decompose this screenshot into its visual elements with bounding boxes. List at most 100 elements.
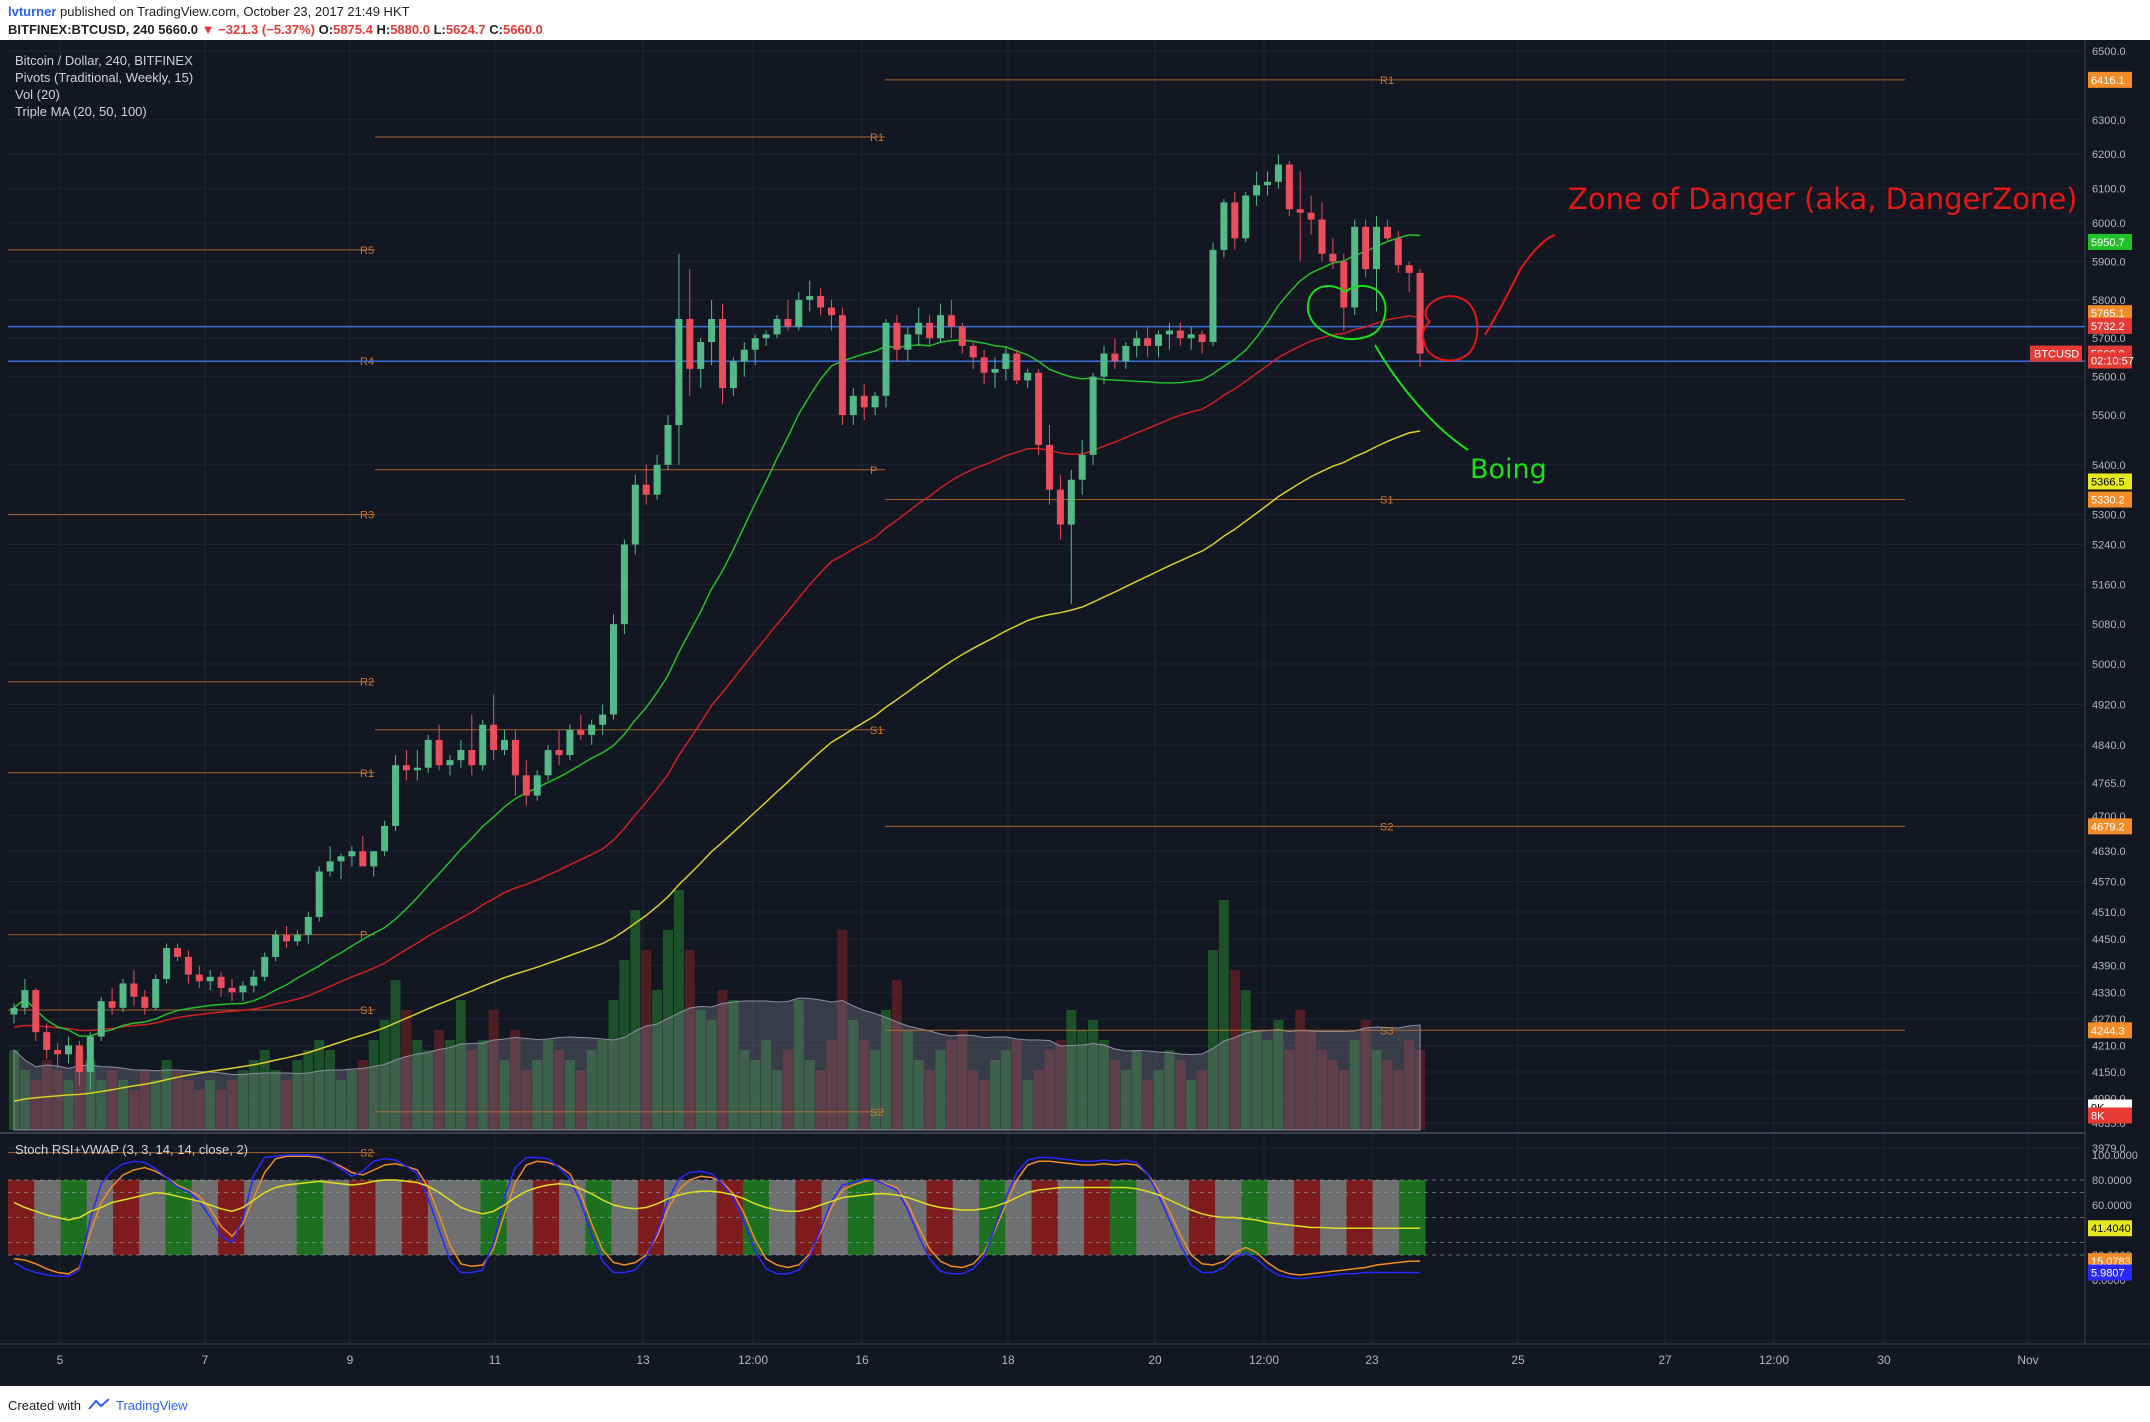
candlesticks	[10, 154, 1424, 1090]
pivot-label: R4	[360, 356, 374, 368]
price-axis[interactable]: 6500.0 6300.0 6200.0 6100.0 6000.0 5900.0 5800…	[2084, 40, 2150, 1344]
volume-bar	[826, 1040, 837, 1130]
stoch-legend[interactable]: Stoch RSI+VWAP (3, 3, 14, 14, close, 2)	[15, 1142, 248, 1157]
pivot-label: S1	[1380, 495, 1393, 507]
volume-bar	[739, 1050, 750, 1130]
candle-body	[54, 1049, 62, 1055]
candle	[184, 950, 192, 984]
candle-body	[152, 979, 160, 1008]
candle	[326, 846, 334, 877]
price-tag-text: 4679.2	[2091, 821, 2125, 833]
candle-body	[32, 990, 40, 1033]
volume-bar	[1164, 1050, 1175, 1130]
price-tag	[2088, 1107, 2132, 1124]
candle-body	[871, 395, 879, 408]
candle	[533, 770, 541, 801]
stoch-bg-block	[112, 1180, 140, 1255]
candle	[555, 729, 563, 766]
price-tick: 4330.0	[2092, 987, 2126, 999]
volume-bar	[445, 1040, 455, 1130]
moving-averages	[13, 234, 1421, 1102]
candle	[642, 464, 650, 505]
danger-zone-label: Zone of Danger (aka, DangerZone)	[1568, 182, 2077, 216]
horizontal-lines	[8, 325, 2085, 362]
candle	[457, 739, 465, 768]
volume-bar	[488, 1010, 499, 1130]
candle	[937, 303, 944, 343]
time-tick: 12:00	[1249, 1353, 1279, 1367]
price-tick: 5800.0	[2092, 295, 2126, 307]
candle-body	[1307, 212, 1315, 220]
candle-body	[642, 484, 650, 495]
stoch-bg-block	[847, 1180, 875, 1255]
volume-bar	[1306, 1030, 1317, 1130]
volume-bar	[357, 1060, 368, 1130]
candle	[838, 307, 846, 425]
candle	[174, 943, 181, 962]
symbol-label: BITFINEX:BTCUSD, 240	[8, 22, 155, 37]
candle-body	[184, 956, 192, 975]
candle-body	[631, 484, 639, 545]
candle	[544, 744, 552, 781]
candle-body	[97, 1001, 105, 1037]
price-tag	[2088, 317, 2132, 334]
price-tick: 4510.0	[2092, 907, 2126, 919]
volume-bar	[793, 1000, 804, 1130]
candle-body	[533, 775, 541, 796]
price-tag	[2088, 491, 2132, 508]
time-tick: 12:00	[738, 1353, 768, 1367]
stoch-bg-block	[8, 1180, 35, 1255]
candle-body	[359, 851, 367, 867]
volume-bar	[597, 1040, 608, 1130]
volume-bar	[564, 1060, 575, 1130]
volume-bar	[543, 1040, 554, 1130]
volume-bar	[1142, 1080, 1153, 1130]
price-tick: 4840.0	[2092, 740, 2126, 752]
candle-body	[501, 739, 508, 751]
volume-bar	[325, 1050, 336, 1130]
volume-bar	[1208, 950, 1218, 1130]
candle	[108, 987, 116, 1015]
legend-pivots[interactable]: Pivots (Traditional, Weekly, 15)	[15, 70, 193, 85]
candle-body	[1329, 253, 1337, 262]
candle-body	[577, 729, 585, 735]
volume-bar	[216, 1090, 227, 1130]
candle	[65, 1036, 72, 1064]
candle	[1111, 338, 1119, 369]
chart-canvas[interactable]: R5 R4 R3 R2 R1 P S1 S2 R1 P S1 S2 R1 S1 S2 S3 Zone of D…	[0, 40, 2150, 1386]
candle	[1416, 269, 1424, 367]
publisher-link[interactable]: lvturner	[8, 4, 57, 19]
volume-bar	[1360, 1020, 1371, 1130]
legend-volume[interactable]: Vol (20)	[15, 87, 60, 102]
candle-body	[1035, 372, 1043, 445]
candle	[828, 299, 835, 331]
time-tick: 5	[57, 1353, 64, 1367]
volume-bar	[314, 1040, 325, 1130]
support-circle	[1306, 284, 1387, 341]
candle-body	[991, 368, 999, 373]
tradingview-link[interactable]: TradingView	[116, 1398, 188, 1413]
volume-bar	[630, 910, 641, 1130]
volume-bar	[1011, 1040, 1022, 1130]
volume-bar	[1000, 1050, 1011, 1130]
candle-body	[10, 1007, 18, 1015]
candle-body	[795, 299, 803, 327]
candle	[1307, 195, 1315, 235]
price-tick: 6300.0	[2092, 115, 2126, 127]
candle	[501, 729, 508, 756]
candle-body	[1067, 479, 1075, 525]
price-tag	[2088, 1022, 2132, 1039]
candle-body	[1340, 261, 1348, 308]
legend-title: Bitcoin / Dollar, 240, BITFINEX	[15, 53, 193, 68]
price-tick: 4450.0	[2092, 934, 2126, 946]
candle-body	[272, 934, 280, 957]
volume-bar	[1197, 1070, 1208, 1130]
time-axis[interactable]: 5 7 9 11 13 12:00 16 18 20 12:00 23 25 27 12:00 30 Nov	[0, 1343, 2150, 1367]
price-tick: 6200.0	[2092, 149, 2126, 161]
price-tag-text: 5330.2	[2091, 495, 2125, 507]
legend-ma[interactable]: Triple MA (20, 50, 100)	[15, 104, 147, 119]
candle-body	[424, 739, 432, 768]
candle	[1002, 345, 1010, 381]
price-tick: 5300.0	[2092, 510, 2126, 522]
candle	[1285, 161, 1293, 217]
